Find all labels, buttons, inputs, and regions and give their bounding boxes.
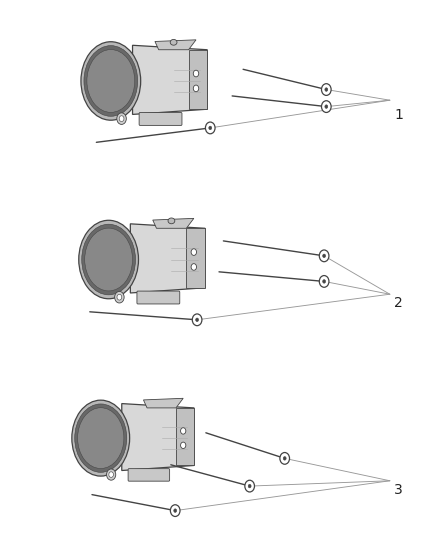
Circle shape: [193, 85, 199, 92]
Ellipse shape: [81, 411, 121, 465]
Circle shape: [193, 70, 199, 77]
Ellipse shape: [93, 427, 109, 449]
Circle shape: [109, 472, 113, 478]
Circle shape: [283, 457, 286, 460]
Ellipse shape: [85, 228, 133, 291]
Text: 2: 2: [394, 296, 403, 310]
Circle shape: [205, 122, 215, 134]
Circle shape: [209, 126, 212, 130]
Polygon shape: [131, 224, 205, 293]
Ellipse shape: [75, 404, 127, 472]
Circle shape: [191, 249, 197, 255]
Circle shape: [323, 254, 325, 257]
Ellipse shape: [94, 240, 123, 279]
FancyBboxPatch shape: [128, 469, 170, 481]
Ellipse shape: [88, 232, 130, 287]
Circle shape: [325, 105, 328, 108]
Ellipse shape: [82, 224, 135, 295]
Circle shape: [192, 314, 202, 326]
Ellipse shape: [104, 254, 113, 265]
Circle shape: [321, 84, 331, 95]
Ellipse shape: [106, 75, 115, 87]
Ellipse shape: [78, 408, 124, 469]
Polygon shape: [133, 45, 207, 115]
Circle shape: [325, 88, 328, 91]
Ellipse shape: [81, 42, 141, 120]
Circle shape: [174, 509, 177, 512]
Circle shape: [191, 264, 197, 270]
Ellipse shape: [97, 433, 105, 443]
Ellipse shape: [102, 72, 113, 82]
Ellipse shape: [93, 430, 103, 439]
Circle shape: [117, 113, 126, 124]
Ellipse shape: [96, 61, 125, 101]
Circle shape: [180, 427, 186, 434]
Ellipse shape: [93, 58, 129, 104]
Ellipse shape: [83, 415, 118, 461]
Circle shape: [119, 116, 124, 122]
Polygon shape: [122, 403, 194, 471]
Ellipse shape: [168, 218, 175, 224]
Ellipse shape: [170, 39, 177, 45]
Polygon shape: [143, 398, 183, 408]
Circle shape: [115, 292, 124, 303]
FancyBboxPatch shape: [137, 291, 180, 304]
Ellipse shape: [84, 46, 138, 116]
Polygon shape: [188, 50, 207, 109]
Ellipse shape: [90, 53, 132, 108]
Ellipse shape: [91, 236, 127, 283]
Circle shape: [196, 318, 198, 321]
Polygon shape: [153, 219, 194, 228]
FancyBboxPatch shape: [139, 112, 182, 125]
Circle shape: [117, 294, 122, 300]
Ellipse shape: [100, 248, 117, 271]
Circle shape: [245, 480, 254, 492]
Polygon shape: [155, 40, 196, 50]
Circle shape: [321, 101, 331, 112]
Ellipse shape: [87, 419, 115, 457]
Circle shape: [180, 442, 186, 449]
Ellipse shape: [79, 220, 138, 299]
Ellipse shape: [72, 400, 130, 476]
Text: 1: 1: [394, 108, 403, 122]
Circle shape: [170, 505, 180, 516]
Circle shape: [280, 453, 290, 464]
Circle shape: [319, 250, 329, 262]
Text: 3: 3: [394, 483, 403, 497]
Circle shape: [106, 469, 116, 480]
Ellipse shape: [102, 70, 119, 92]
Polygon shape: [186, 228, 205, 288]
Circle shape: [323, 280, 325, 283]
Circle shape: [319, 276, 329, 287]
Ellipse shape: [87, 50, 135, 112]
Ellipse shape: [100, 251, 111, 260]
Polygon shape: [176, 408, 194, 465]
Circle shape: [248, 484, 251, 488]
